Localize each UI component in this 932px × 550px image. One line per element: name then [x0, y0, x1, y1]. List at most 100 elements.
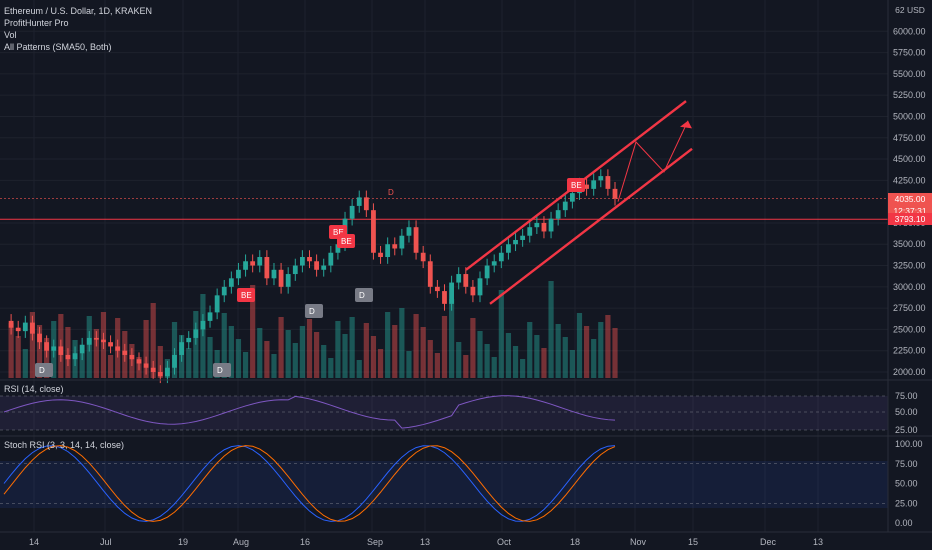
stoch-title[interactable]: Stoch RSI (3, 3, 14, 14, close): [4, 440, 125, 450]
pattern-label: BE: [341, 237, 352, 246]
volume-bar: [555, 324, 561, 378]
price-tick-label: 4250.00: [893, 175, 926, 185]
price-tick-label: 5000.00: [893, 111, 926, 121]
rsi-axis-label: 75.00: [895, 391, 918, 401]
volume-bar: [349, 317, 355, 378]
volume-bar: [591, 339, 597, 378]
volume-bar: [8, 323, 14, 378]
price-tick-label: 3000.00: [893, 282, 926, 292]
candle-body: [243, 261, 248, 270]
candle-body: [93, 337, 99, 340]
candle-body: [157, 372, 163, 377]
volume-bar: [370, 336, 377, 378]
symbol-title[interactable]: Ethereum / U.S. Dollar, 1D, KRAKEN: [4, 6, 153, 16]
candle-body: [129, 354, 135, 360]
volume-bar: [299, 326, 305, 378]
volume-bar: [512, 346, 519, 378]
volume-bar: [122, 331, 128, 378]
volume-bar: [193, 311, 199, 378]
pattern-badge: [35, 363, 53, 377]
pattern-badge: [355, 288, 373, 302]
candle-body: [101, 339, 106, 343]
volume-bar: [498, 290, 504, 378]
volume-bar: [107, 355, 114, 378]
volume-bar: [569, 350, 575, 378]
volume-bar: [583, 326, 590, 378]
volume-bar: [612, 328, 618, 378]
indicator-profithunter[interactable]: ProfitHunter Pro: [4, 18, 69, 28]
time-tick-label: 13: [813, 537, 823, 547]
indicator-vol[interactable]: Vol: [4, 30, 17, 40]
candle-body: [555, 210, 561, 219]
candle-body: [427, 261, 433, 287]
volume-bar: [448, 299, 455, 378]
candle-body: [186, 337, 192, 343]
volume-bar: [250, 285, 256, 378]
candle-body: [477, 278, 483, 296]
pattern-badge: [337, 234, 355, 248]
candle-body: [470, 286, 476, 296]
candle-body: [22, 322, 28, 332]
candle-body: [143, 363, 149, 368]
candle-body: [605, 176, 611, 189]
volume-bar: [505, 333, 512, 378]
candle-body: [307, 257, 312, 262]
time-tick-label: 16: [300, 537, 310, 547]
volume-bar: [463, 355, 469, 378]
volume-bar: [271, 354, 277, 378]
stoch-axis-label: 0.00: [895, 518, 913, 528]
candle-body: [349, 205, 355, 219]
pattern-label: D: [388, 188, 394, 197]
candle-body: [413, 227, 419, 253]
volume-bar: [22, 349, 28, 378]
price-tick-label: 5250.00: [893, 90, 926, 100]
volume-bar: [534, 335, 540, 378]
candle-body: [221, 286, 227, 296]
volume-bar: [44, 338, 50, 378]
pattern-badge: [237, 288, 255, 302]
volume-bar: [520, 359, 526, 378]
candle-body: [356, 197, 362, 206]
stoch-axis-label: 75.00: [895, 459, 918, 469]
time-tick-label: Aug: [233, 537, 249, 547]
rsi-title[interactable]: RSI (14, close): [4, 384, 64, 394]
candle-body: [179, 342, 185, 355]
volume-bar: [598, 322, 604, 378]
indicator-all-patterns[interactable]: All Patterns (SMA50, Both): [4, 42, 112, 52]
candle-body: [534, 222, 540, 228]
pattern-label: BE: [333, 228, 344, 237]
rsi-axis-label: 50.00: [895, 407, 918, 417]
candle-body: [122, 350, 128, 355]
volume-bar: [186, 348, 192, 378]
volume-bar: [228, 326, 234, 378]
pattern-label: D: [359, 291, 365, 300]
candle-body: [513, 239, 518, 245]
candle-body: [51, 346, 57, 351]
volume-bar: [136, 357, 142, 378]
candle-body: [484, 265, 490, 279]
candle-body: [385, 244, 391, 258]
pattern-label: BE: [241, 291, 252, 300]
candle-body: [292, 265, 298, 275]
volume-bar: [58, 314, 64, 378]
candle-body: [328, 252, 334, 266]
candle-body: [562, 201, 568, 211]
volume-bar: [321, 345, 327, 378]
volume-bar: [406, 351, 412, 378]
candle-body: [44, 342, 50, 351]
time-tick-label: Oct: [497, 537, 512, 547]
volume-bar: [548, 281, 554, 378]
candle-body: [79, 344, 85, 354]
candle-body: [193, 329, 199, 338]
candle-body: [399, 235, 405, 249]
candle-body: [172, 354, 177, 368]
stoch-axis-label: 25.00: [895, 498, 918, 508]
volume-bar: [150, 303, 156, 378]
volume-bar: [100, 312, 107, 378]
candle-body: [86, 337, 92, 345]
candle-body: [271, 269, 277, 279]
price-tick-label: 5500.00: [893, 69, 926, 79]
candle-body: [506, 244, 511, 253]
